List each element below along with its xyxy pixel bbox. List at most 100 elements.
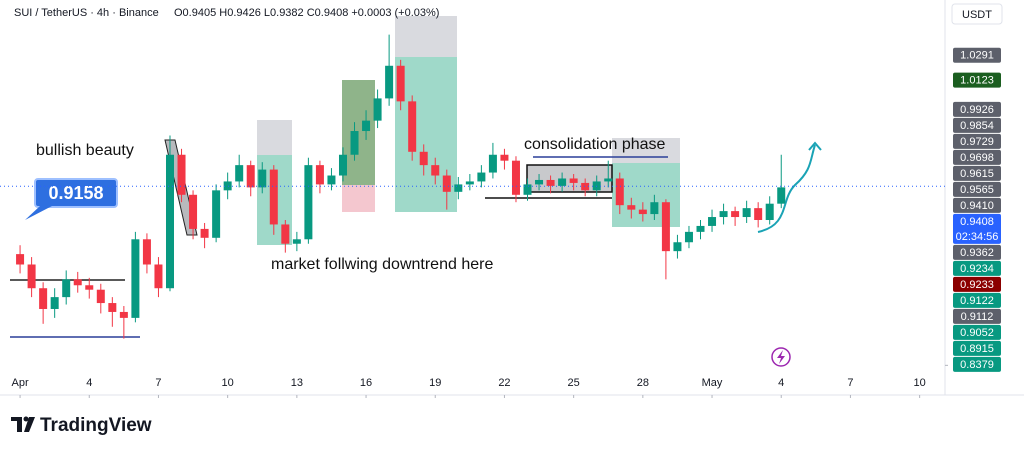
annotation: consolidation phase bbox=[524, 136, 666, 153]
candle-body bbox=[477, 172, 486, 182]
price-tag bbox=[953, 308, 1001, 324]
candle-body bbox=[604, 178, 613, 182]
currency-button[interactable] bbox=[951, 3, 1003, 25]
candle-body bbox=[731, 211, 740, 218]
candle-body bbox=[719, 211, 728, 218]
price-tag-label: 0.9112 bbox=[961, 311, 994, 323]
x-tick-label: 16 bbox=[360, 377, 372, 389]
candle-body bbox=[396, 65, 405, 102]
price-tag bbox=[953, 47, 1001, 63]
candle-body bbox=[258, 169, 267, 188]
candle-body bbox=[408, 101, 417, 152]
price-tag bbox=[953, 260, 1001, 276]
candle-body bbox=[350, 131, 359, 155]
price-tag-label: 0.9408 bbox=[960, 216, 994, 228]
candle-body bbox=[96, 289, 105, 304]
candle-body bbox=[696, 225, 705, 232]
currency: USDT bbox=[962, 9, 992, 21]
price-tag bbox=[953, 165, 1001, 181]
price-tag-label: 0.9565 bbox=[960, 184, 994, 196]
price-tag bbox=[953, 292, 1001, 308]
x-tick-label: 28 bbox=[637, 377, 649, 389]
x-tick-label: 7 bbox=[155, 377, 161, 389]
target-zone bbox=[612, 138, 680, 163]
projection-arrow bbox=[757, 144, 816, 233]
candle-body bbox=[200, 228, 209, 238]
candle-body bbox=[661, 202, 670, 252]
price-tag bbox=[953, 340, 1001, 356]
candle-body bbox=[338, 154, 347, 176]
candle-body bbox=[615, 178, 624, 206]
candle-body bbox=[581, 182, 590, 191]
candle-body bbox=[327, 175, 336, 185]
price-tag-label: 1.0291 bbox=[960, 50, 994, 62]
price-tag-label: 0.9729 bbox=[960, 136, 994, 148]
x-tick-label: May bbox=[702, 377, 723, 389]
candle-body bbox=[119, 311, 128, 318]
price-tag-label: 0.9052 bbox=[960, 327, 994, 339]
candle-body bbox=[511, 160, 520, 195]
candle-body bbox=[558, 178, 567, 186]
candle-body bbox=[535, 179, 544, 185]
price-tag bbox=[953, 72, 1001, 88]
x-tick-label: 13 bbox=[291, 377, 303, 389]
candle-body bbox=[742, 208, 751, 218]
candle-body bbox=[431, 165, 440, 176]
candle-body bbox=[131, 239, 140, 318]
candle-body bbox=[292, 239, 301, 244]
alert-bolt bbox=[777, 350, 785, 364]
price-tag bbox=[953, 197, 1001, 213]
symbol-info: SUI / TetherUS · 4h · Binance bbox=[14, 7, 159, 19]
price-tag-label: 0.9926 bbox=[960, 104, 994, 116]
x-tick-label: 22 bbox=[498, 377, 510, 389]
x-tick-label: 4 bbox=[778, 377, 784, 389]
candle-body bbox=[304, 165, 313, 240]
x-tick-label: 19 bbox=[429, 377, 441, 389]
price-tag bbox=[953, 133, 1001, 149]
candle-body bbox=[62, 279, 71, 298]
candle-body bbox=[73, 279, 82, 286]
x-tick-label: 7 bbox=[847, 377, 853, 389]
stop-zone bbox=[342, 185, 375, 212]
candles bbox=[16, 34, 786, 339]
candle-body bbox=[154, 264, 163, 289]
candle-body bbox=[315, 165, 324, 185]
logo-mark bbox=[23, 416, 29, 422]
candle-body bbox=[281, 224, 290, 244]
price-tag bbox=[953, 213, 1001, 244]
candle-body bbox=[177, 154, 186, 195]
annotation: bullish beauty bbox=[36, 142, 134, 159]
logo-mark bbox=[11, 417, 22, 432]
price-tag-label: 0.9410 bbox=[960, 200, 994, 212]
candle-body bbox=[488, 154, 497, 173]
ohlc-info: O0.9405 H0.9426 L0.9382 C0.9408 +0.0003 … bbox=[174, 7, 439, 19]
target-zone bbox=[395, 16, 457, 57]
candle-body bbox=[569, 178, 578, 183]
price-tag-label: 1.0123 bbox=[960, 75, 994, 87]
candle-body bbox=[269, 169, 278, 225]
price-tag bbox=[953, 244, 1001, 260]
alert-icon[interactable] bbox=[771, 347, 791, 367]
callout-pointer bbox=[25, 206, 52, 220]
x-tick-label: Apr bbox=[12, 377, 29, 389]
price-tag-label: 0.9854 bbox=[960, 120, 994, 132]
candle-body bbox=[442, 175, 451, 192]
annotation: market follwing downtrend here bbox=[271, 256, 493, 273]
price-tag-label: 0.9122 bbox=[960, 295, 994, 307]
price-tag-label: 0.8379 bbox=[960, 359, 994, 371]
price-tag bbox=[953, 117, 1001, 133]
candle-body bbox=[189, 194, 198, 229]
countdown: 02:34:56 bbox=[956, 231, 999, 243]
candle-body bbox=[39, 288, 48, 309]
candle-body bbox=[500, 154, 509, 161]
candle-body bbox=[246, 165, 255, 188]
candle-body bbox=[465, 181, 474, 185]
price-tag-label: 0.9698 bbox=[960, 152, 994, 164]
price-tag-label: 0.9233 bbox=[960, 279, 994, 291]
candle-body bbox=[223, 181, 232, 191]
x-tick-label: 25 bbox=[568, 377, 580, 389]
candle-body bbox=[684, 231, 693, 243]
candle-body bbox=[638, 209, 647, 215]
